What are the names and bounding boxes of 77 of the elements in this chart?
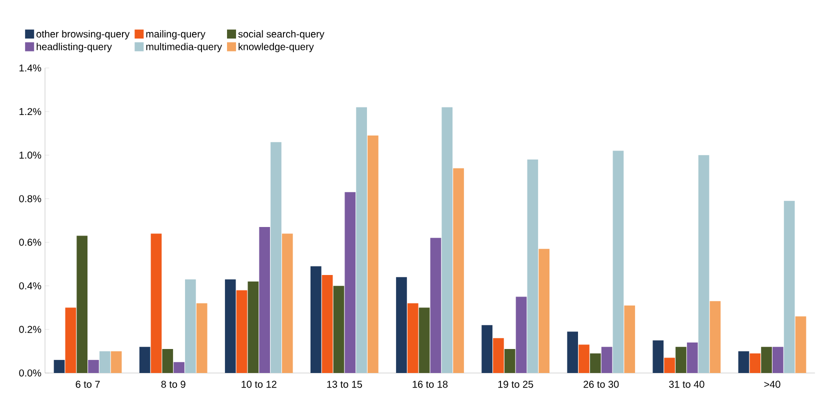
- bar: [54, 360, 65, 373]
- bar: [356, 107, 367, 373]
- bar: [185, 279, 196, 373]
- bar: [772, 346, 784, 373]
- bar: [396, 277, 407, 373]
- bar: [453, 168, 464, 373]
- bar: [750, 353, 761, 373]
- bar: [601, 346, 612, 373]
- y-tick-label: 0.8%: [19, 195, 42, 202]
- bar: [99, 351, 110, 373]
- bar: [652, 340, 664, 373]
- bar: [162, 349, 174, 373]
- bar: [139, 346, 150, 373]
- bar: [624, 305, 636, 373]
- bar: [784, 200, 795, 373]
- bar: [322, 274, 333, 373]
- x-tick-label: 26 to 30: [584, 380, 619, 388]
- legend-label: other browsing-query: [36, 30, 130, 40]
- bar: [493, 338, 504, 373]
- bar: [248, 282, 259, 373]
- legend-label: headlisting-query: [36, 42, 112, 52]
- bar: [567, 332, 578, 373]
- x-tick-label: >40: [764, 380, 780, 388]
- x-tick-label: 16 to 18: [412, 380, 448, 388]
- legend-label: mailing-query: [146, 30, 206, 40]
- bar: [270, 142, 282, 373]
- bar: [236, 290, 248, 373]
- bar: [407, 303, 418, 373]
- bar: [578, 344, 590, 373]
- bar: [538, 248, 550, 373]
- legend-label: multimedia-query: [146, 42, 222, 52]
- bar: [344, 192, 356, 373]
- x-tick-label: 13 to 15: [327, 380, 362, 388]
- bar: [442, 107, 453, 373]
- bar: [282, 234, 293, 373]
- bar: [333, 286, 344, 373]
- y-tick-label: 1.2%: [20, 108, 42, 116]
- bar: [76, 236, 88, 373]
- bar: [259, 227, 270, 373]
- bar: [612, 150, 624, 373]
- bar: [516, 296, 527, 373]
- bar: [65, 308, 76, 373]
- y-tick-label: 0.0%: [19, 369, 42, 377]
- bar: [686, 342, 698, 373]
- bar: [482, 325, 492, 373]
- bar: [224, 279, 236, 373]
- y-tick-label: 0.4%: [19, 282, 42, 290]
- bar: [310, 266, 322, 373]
- bar: [590, 353, 601, 373]
- bar: [698, 155, 710, 373]
- y-tick-label: 1.0%: [20, 152, 42, 159]
- bar: [761, 346, 772, 373]
- bar: [664, 358, 675, 373]
- y-tick-label: 1.4%: [20, 64, 42, 72]
- x-tick-label: 31 to 40: [669, 380, 704, 388]
- bar: [88, 360, 99, 373]
- bar: [795, 316, 806, 373]
- bar: [110, 351, 122, 373]
- y-tick-label: 0.2%: [19, 326, 42, 333]
- x-tick-label: 6 to 7: [76, 380, 100, 388]
- bar: [527, 159, 538, 373]
- x-tick-label: 8 to 9: [161, 380, 186, 388]
- bar: [174, 362, 184, 373]
- y-tick-label: 0.6%: [19, 238, 42, 246]
- bar: [676, 346, 686, 373]
- bar: [710, 301, 721, 373]
- x-tick-label: 19 to 25: [498, 380, 534, 388]
- bar: [504, 349, 516, 373]
- bar: [196, 303, 208, 373]
- bar: [150, 234, 162, 373]
- legend-label: knowledge-query: [238, 42, 314, 52]
- bar: [368, 136, 378, 373]
- bar: [738, 351, 750, 373]
- x-tick-label: 10 to 12: [242, 380, 276, 388]
- bar: [430, 238, 442, 373]
- legend-label: social search-query: [238, 30, 324, 40]
- bar: [418, 308, 430, 373]
